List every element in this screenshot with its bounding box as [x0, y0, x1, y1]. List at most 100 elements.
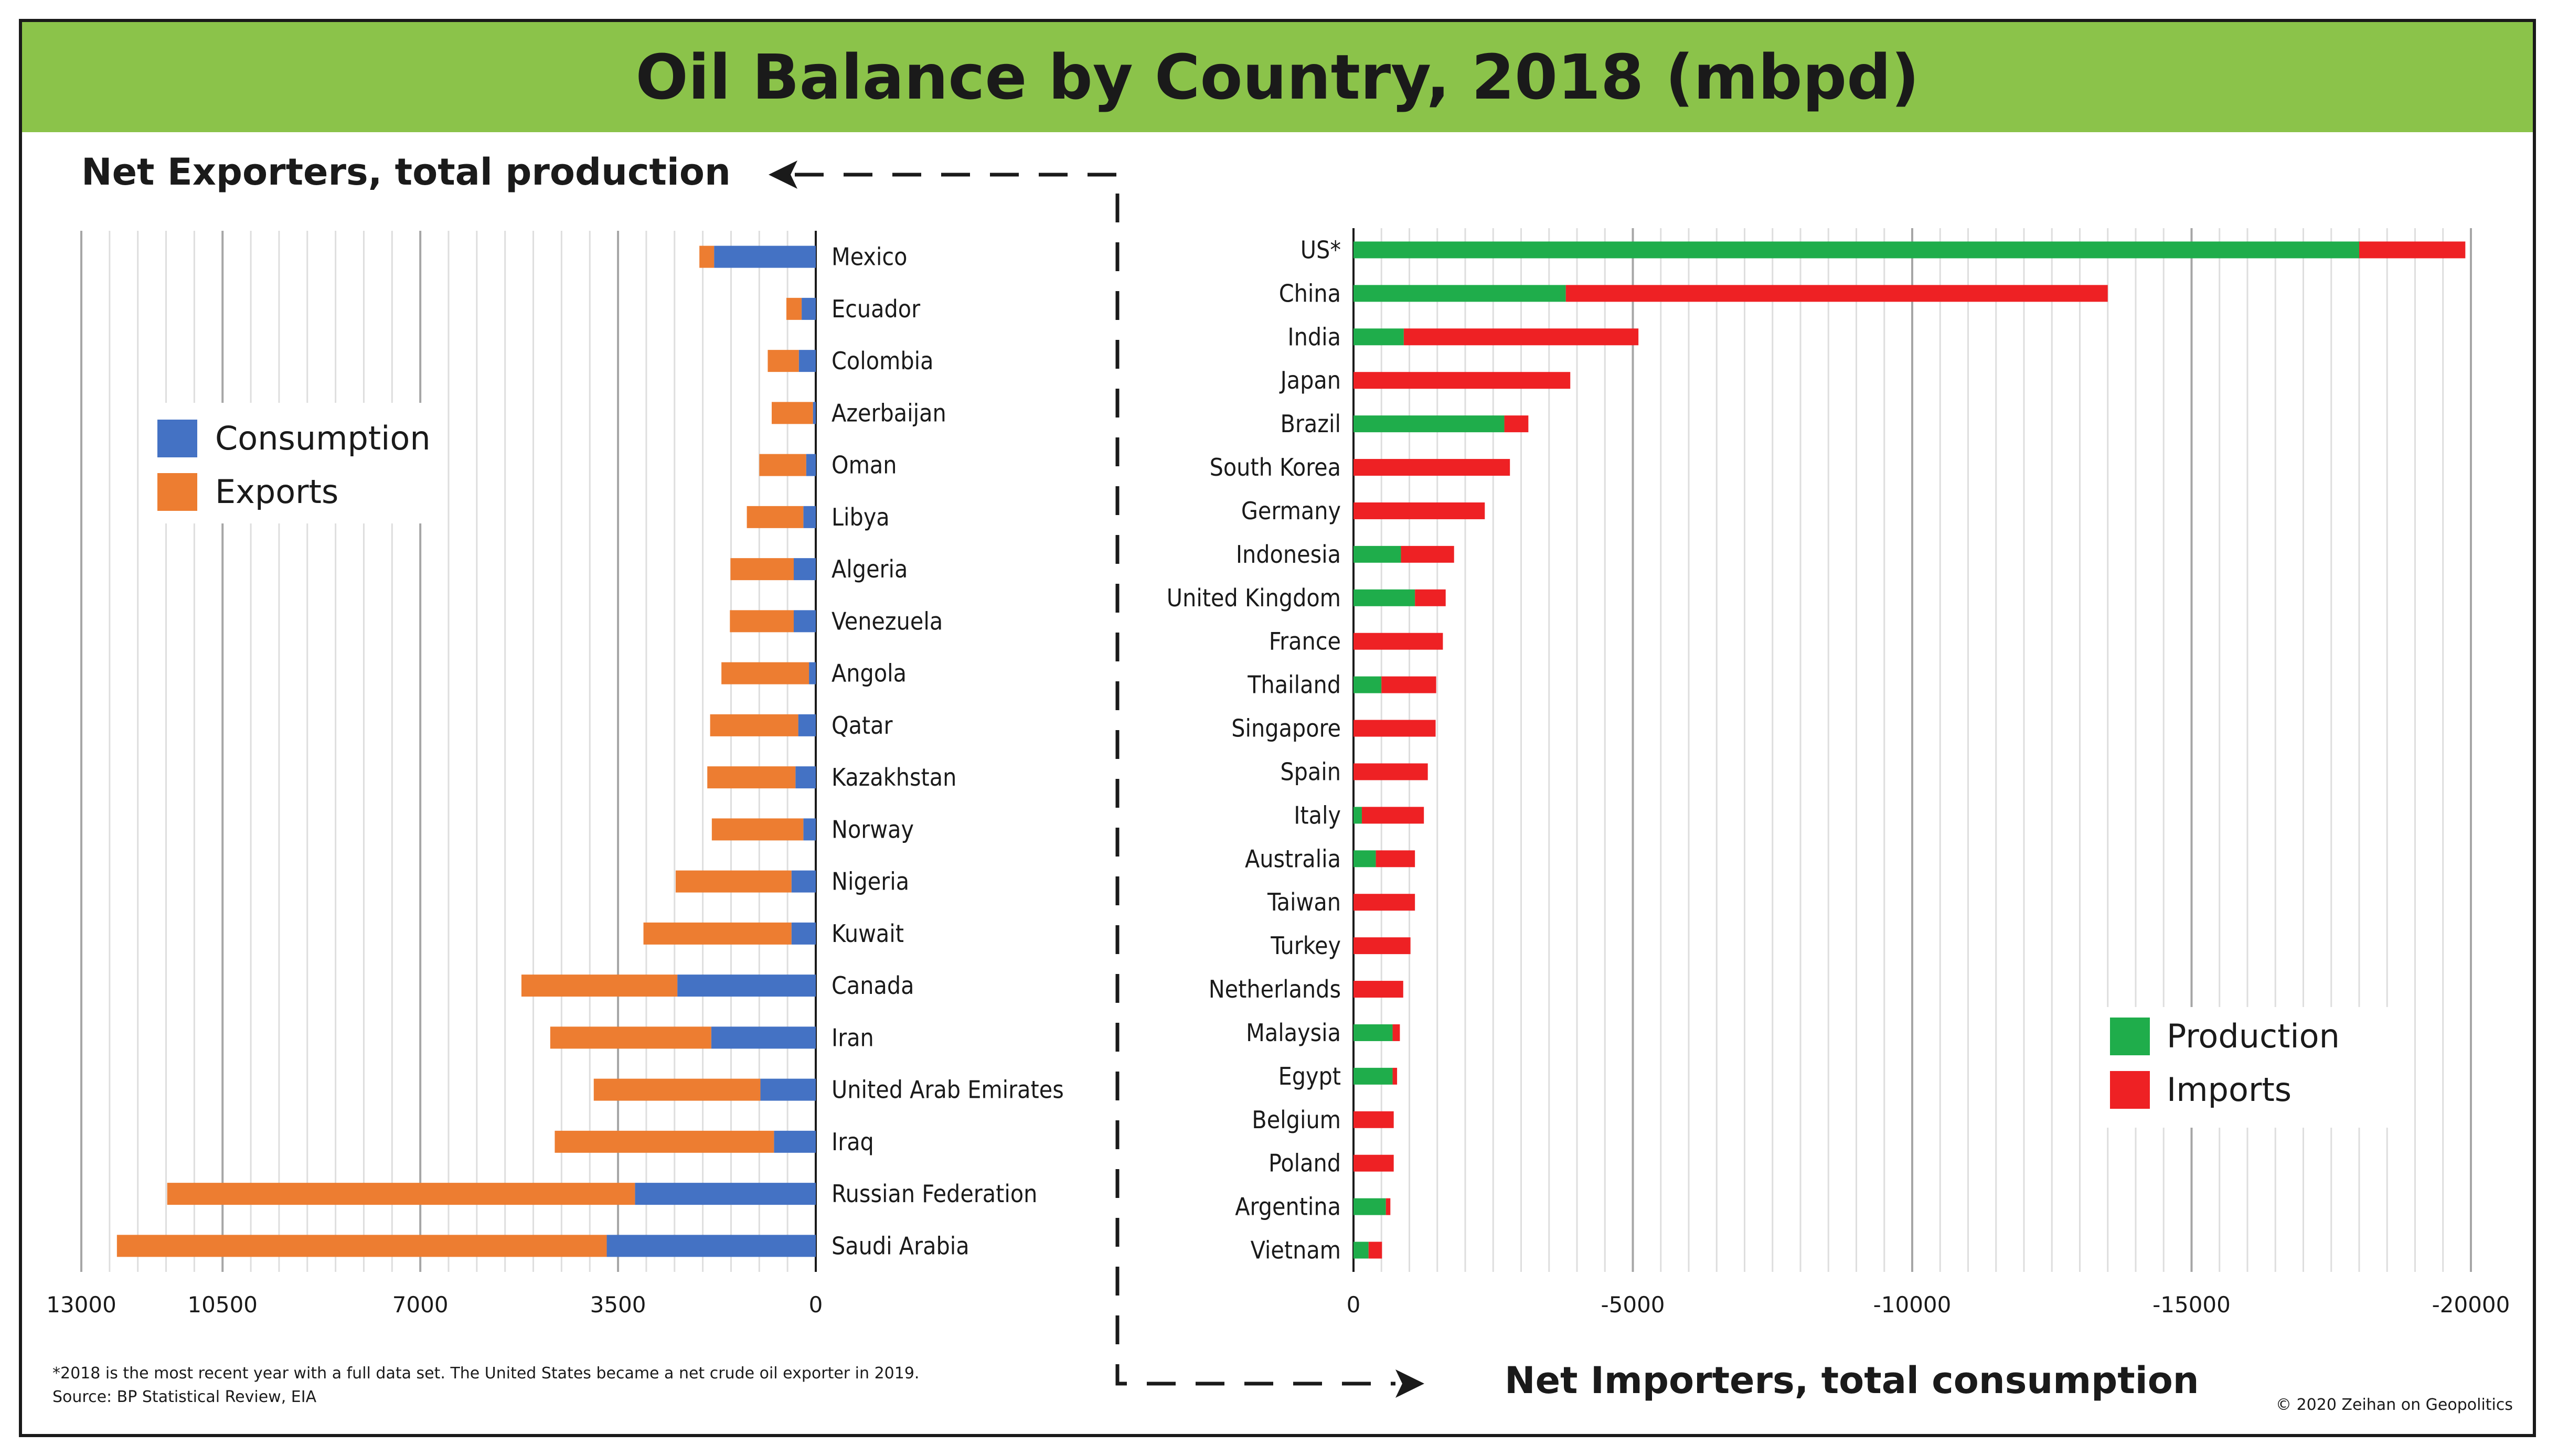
bar-production: [1353, 545, 1401, 563]
country-label: Egypt: [1278, 1062, 1341, 1090]
bar-production: [1353, 1067, 1393, 1085]
country-label: Argentina: [1235, 1193, 1341, 1221]
bar-consumption: [774, 1130, 816, 1153]
bar-exports: [555, 1130, 774, 1153]
bar-consumption: [714, 245, 816, 268]
country-label: Oman: [832, 451, 897, 479]
country-label: Turkey: [1270, 932, 1341, 960]
importers-tick-label: -20000: [2432, 1292, 2510, 1318]
country-label: Belgium: [1252, 1106, 1341, 1134]
country-label: Italy: [1294, 801, 1341, 829]
bar-imports: [1504, 415, 1529, 433]
country-label: Indonesia: [1236, 540, 1341, 569]
country-label: Iraq: [832, 1128, 874, 1156]
legend-production-label: Production: [2167, 1017, 2340, 1055]
country-label: South Korea: [1210, 453, 1341, 481]
country-label: Kuwait: [832, 919, 904, 948]
country-label: China: [1279, 279, 1341, 307]
bar-production: [1353, 328, 1404, 346]
bar-imports: [1385, 1198, 1391, 1215]
bar-exports: [707, 766, 796, 789]
dashed-arrow-connector: [769, 160, 1424, 1398]
country-label: Mexico: [832, 243, 907, 271]
bar-production: [1353, 807, 1362, 824]
legend-exports-swatch: [157, 473, 197, 511]
bar-consumption: [677, 975, 816, 997]
bar-consumption: [791, 922, 816, 945]
country-label: Angola: [832, 659, 907, 688]
bar-exports: [730, 558, 794, 581]
bar-imports: [1353, 937, 1411, 955]
bar-imports: [1381, 676, 1436, 693]
legend-exports-label: Exports: [215, 473, 338, 511]
legend-imports-label: Imports: [2167, 1070, 2291, 1109]
country-label: Qatar: [832, 711, 893, 740]
bar-consumption: [803, 818, 816, 841]
bar-consumption: [798, 714, 816, 736]
bar-exports: [521, 975, 678, 997]
bar-imports: [1353, 894, 1415, 911]
bar-exports: [711, 818, 804, 841]
country-label: Malaysia: [1246, 1019, 1341, 1047]
bar-imports: [1353, 372, 1571, 389]
bar-imports: [1565, 285, 2108, 302]
bar-consumption: [806, 454, 816, 476]
bar-consumption: [791, 870, 816, 893]
country-label: Poland: [1269, 1149, 1341, 1177]
country-label: France: [1269, 627, 1341, 656]
title-bar: Oil Balance by Country, 2018 (mbpd): [22, 22, 2533, 132]
country-label: Saudi Arabia: [832, 1232, 969, 1260]
country-label: Norway: [832, 815, 914, 843]
bar-consumption: [798, 350, 816, 372]
bar-consumption: [809, 662, 816, 684]
country-label: Thailand: [1247, 671, 1341, 699]
bar-production: [1353, 285, 1566, 302]
bar-consumption: [813, 402, 816, 424]
bar-exports: [675, 870, 792, 893]
bar-consumption: [711, 1026, 816, 1049]
bar-imports: [1353, 981, 1403, 998]
country-label: Azerbaijan: [832, 399, 946, 427]
bar-exports: [786, 297, 802, 320]
copyright: © 2020 Zeihan on Geopolitics: [2276, 1396, 2513, 1414]
country-label: Nigeria: [832, 868, 909, 896]
bar-imports: [2359, 241, 2466, 259]
country-label: Singapore: [1231, 714, 1341, 743]
bar-exports: [772, 402, 813, 424]
bar-consumption: [606, 1235, 816, 1257]
net-exporters-chart: Mexico Ecuador Colombia Azerbaijan Oman Libya…: [46, 231, 1064, 1318]
exporters-legend: Consumption Exports: [150, 403, 431, 523]
country-label: US*: [1301, 235, 1341, 264]
bar-exports: [116, 1235, 607, 1257]
bar-consumption: [794, 558, 816, 581]
importers-tick-label: 0: [1347, 1292, 1361, 1318]
bar-exports: [759, 454, 806, 476]
footnote-data-year: *2018 is the most recent year with a ful…: [52, 1364, 919, 1383]
country-label: Vietnam: [1251, 1236, 1341, 1265]
country-label: Germany: [1241, 497, 1341, 525]
exporters-tick-label: 3500: [590, 1292, 646, 1318]
bar-imports: [1392, 1067, 1398, 1085]
bar-consumption: [760, 1078, 816, 1101]
bar-imports: [1415, 589, 1446, 606]
exporters-grid: [80, 231, 817, 1272]
bar-consumption: [803, 506, 816, 528]
country-label: Canada: [832, 971, 914, 1000]
bar-imports: [1353, 502, 1485, 519]
bar-imports: [1361, 807, 1424, 824]
bar-exports: [768, 350, 799, 372]
country-label: Spain: [1280, 757, 1341, 786]
bar-exports: [593, 1078, 761, 1101]
legend-consumption-swatch: [157, 420, 197, 457]
importers-tick-label: -15000: [2152, 1292, 2231, 1318]
country-label: United Kingdom: [1167, 584, 1341, 612]
bar-production: [1353, 1024, 1393, 1041]
arrow-head-right-icon: [1395, 1369, 1424, 1398]
bar-exports: [643, 922, 792, 945]
net-exporters-heading: Net Exporters, total production: [81, 151, 731, 194]
bar-imports: [1353, 1111, 1394, 1128]
importers-legend: Production Imports: [2098, 1007, 2392, 1128]
bar-consumption: [795, 766, 816, 789]
bar-production: [1353, 676, 1382, 693]
bar-consumption: [794, 610, 816, 633]
